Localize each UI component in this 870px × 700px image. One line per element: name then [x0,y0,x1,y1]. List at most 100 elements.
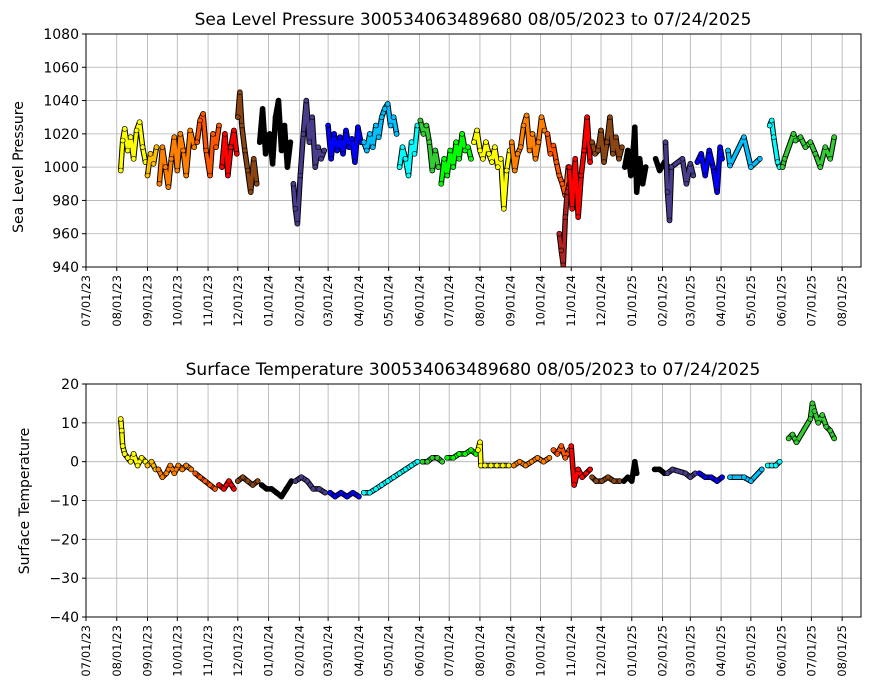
data-point [231,127,237,134]
data-point [656,466,663,473]
data-point [332,493,338,500]
data-point [429,454,436,461]
data-point [619,144,625,150]
data-point [350,489,356,496]
y-tick-label: −30 [49,571,79,587]
data-point [121,451,128,457]
data-series [325,122,364,165]
x-tick-label: 12/01/23 [231,275,245,327]
data-point [669,466,676,473]
data-point [790,131,797,137]
data-point [628,478,635,484]
data-point [235,114,241,120]
data-point [627,172,634,179]
data-point [417,117,424,124]
data-point [439,458,446,465]
x-tick-label: 01/01/24 [262,275,276,327]
data-point [642,164,649,170]
data-point [741,474,747,481]
data-series [779,131,838,170]
data-point [468,447,474,453]
data-point [127,134,134,140]
data-point [292,206,299,212]
data-point [694,159,701,165]
data-point [405,172,412,179]
data-point [477,147,483,154]
data-point [262,151,269,157]
data-point [797,134,804,140]
data-point [258,482,265,488]
data-point [499,462,506,469]
data-point [456,451,462,457]
data-point [272,114,279,120]
x-tick-label: 09/01/24 [504,625,518,677]
data-point [601,159,607,165]
data-point [706,147,713,154]
data-point [396,164,403,170]
data-point [522,462,529,469]
data-point [366,489,373,496]
data-series [417,117,442,174]
data-series [694,144,725,195]
x-tick-label: 04/01/25 [714,275,728,327]
data-point [155,466,162,473]
data-series [117,119,149,174]
data-point [249,482,256,488]
data-point [727,474,733,481]
data-point [292,478,299,484]
data-series [155,462,194,481]
data-point [234,151,240,157]
data-point [197,117,203,124]
data-point [598,127,604,134]
data-point [119,443,126,449]
x-tick-label: 08/01/23 [110,275,124,327]
data-point [399,144,406,150]
data-point [500,206,507,212]
data-point [165,184,172,190]
data-point [575,466,582,473]
data-series [664,466,699,481]
data-point [766,122,773,129]
data-point [187,127,193,134]
data-point [516,458,523,465]
data-point [781,156,788,162]
data-point [287,139,294,145]
x-tick-label: 08/01/25 [835,275,849,327]
data-point [532,156,539,162]
data-point [222,131,228,137]
data-point [547,151,554,157]
data-point [192,470,198,477]
data-point [372,486,379,492]
data-point [546,454,553,461]
data-point [817,164,824,170]
data-point [587,466,593,473]
data-point [346,144,352,150]
data-point [568,443,575,449]
data-point [517,144,524,150]
chart-title: Surface Temperature 300534063489680 08/0… [186,360,761,380]
data-point [503,167,510,174]
data-point [526,147,533,154]
data-point [216,482,222,488]
x-tick-label: 03/01/24 [321,625,335,677]
data-point [741,134,747,140]
data-point [664,470,671,477]
data-series [219,127,240,179]
x-tick-label: 02/01/24 [292,275,306,327]
series-trace [326,123,363,164]
data-point [488,462,494,469]
data-point [631,124,638,130]
series-trace [509,113,547,173]
data-point [253,181,260,187]
data-point [748,478,754,484]
data-point [779,164,786,170]
data-point [411,151,418,157]
x-tick-label: 12/01/24 [594,275,608,327]
x-tick-label: 11/01/24 [564,275,578,327]
x-tick-label: 03/01/25 [683,275,697,327]
series-trace [728,467,764,483]
data-point [298,474,305,481]
data-point [510,462,517,469]
data-point [719,474,725,481]
data-series [475,439,512,469]
